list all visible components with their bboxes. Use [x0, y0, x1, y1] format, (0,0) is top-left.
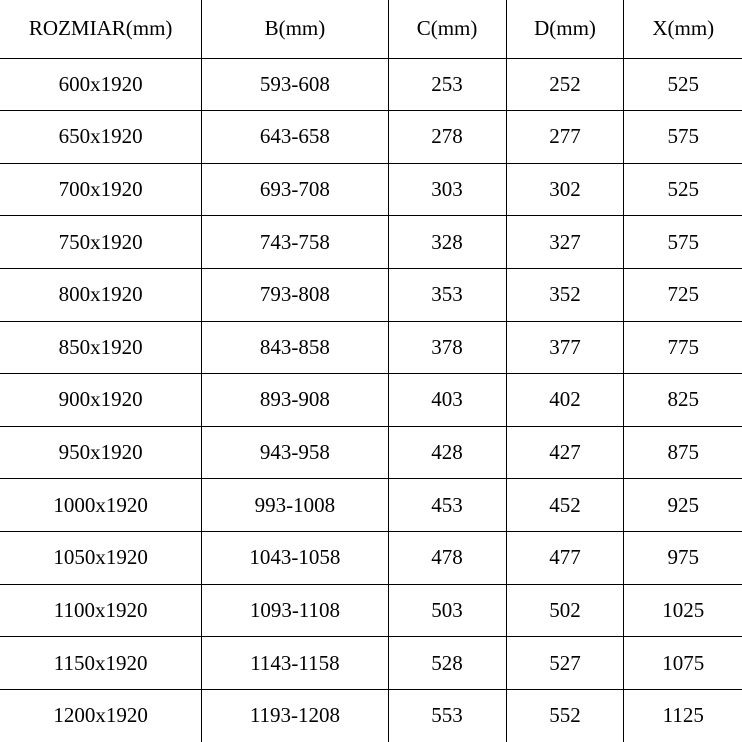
table-cell: 353 — [388, 268, 506, 321]
table-cell: 900x1920 — [0, 374, 202, 427]
table-cell: 403 — [388, 374, 506, 427]
table-cell: 377 — [506, 321, 624, 374]
table-cell: 1000x1920 — [0, 479, 202, 532]
table-row: 700x1920693-708303302525 — [0, 163, 742, 216]
table-cell: 593-608 — [202, 58, 388, 111]
table-cell: 1100x1920 — [0, 584, 202, 637]
header-rozmiar: ROZMIAR(mm) — [0, 0, 202, 58]
table-row: 800x1920793-808353352725 — [0, 268, 742, 321]
table-cell: 1193-1208 — [202, 689, 388, 742]
table-cell: 693-708 — [202, 163, 388, 216]
table-cell: 750x1920 — [0, 216, 202, 269]
table-cell: 950x1920 — [0, 426, 202, 479]
table-cell: 528 — [388, 637, 506, 690]
header-d: D(mm) — [506, 0, 624, 58]
table-cell: 575 — [624, 216, 742, 269]
table-cell: 352 — [506, 268, 624, 321]
table-row: 750x1920743-758328327575 — [0, 216, 742, 269]
table-cell: 850x1920 — [0, 321, 202, 374]
table-cell: 793-808 — [202, 268, 388, 321]
table-row: 1100x19201093-11085035021025 — [0, 584, 742, 637]
table-row: 950x1920943-958428427875 — [0, 426, 742, 479]
table-cell: 478 — [388, 531, 506, 584]
table-cell: 525 — [624, 58, 742, 111]
table-cell: 1050x1920 — [0, 531, 202, 584]
table-cell: 800x1920 — [0, 268, 202, 321]
table-row: 850x1920843-858378377775 — [0, 321, 742, 374]
table-cell: 503 — [388, 584, 506, 637]
table-row: 1050x19201043-1058478477975 — [0, 531, 742, 584]
header-x: X(mm) — [624, 0, 742, 58]
table-cell: 1200x1920 — [0, 689, 202, 742]
table-cell: 1025 — [624, 584, 742, 637]
table-cell: 527 — [506, 637, 624, 690]
table-cell: 775 — [624, 321, 742, 374]
table-cell: 328 — [388, 216, 506, 269]
table-cell: 552 — [506, 689, 624, 742]
table-row: 900x1920893-908403402825 — [0, 374, 742, 427]
table-cell: 825 — [624, 374, 742, 427]
table-cell: 643-658 — [202, 111, 388, 164]
table-cell: 302 — [506, 163, 624, 216]
table-cell: 402 — [506, 374, 624, 427]
table-row: 600x1920593-608253252525 — [0, 58, 742, 111]
table-header-row: ROZMIAR(mm) B(mm) C(mm) D(mm) X(mm) — [0, 0, 742, 58]
header-b: B(mm) — [202, 0, 388, 58]
table-cell: 453 — [388, 479, 506, 532]
table-cell: 1125 — [624, 689, 742, 742]
table-cell: 993-1008 — [202, 479, 388, 532]
table-cell: 843-858 — [202, 321, 388, 374]
table-cell: 875 — [624, 426, 742, 479]
table-cell: 378 — [388, 321, 506, 374]
table-cell: 303 — [388, 163, 506, 216]
table-cell: 553 — [388, 689, 506, 742]
table-cell: 575 — [624, 111, 742, 164]
table-cell: 700x1920 — [0, 163, 202, 216]
table-cell: 743-758 — [202, 216, 388, 269]
table-cell: 1150x1920 — [0, 637, 202, 690]
table-cell: 252 — [506, 58, 624, 111]
table-cell: 725 — [624, 268, 742, 321]
table-cell: 650x1920 — [0, 111, 202, 164]
table-body: 600x1920593-608253252525650x1920643-6582… — [0, 58, 742, 742]
table-cell: 278 — [388, 111, 506, 164]
table-row: 1200x19201193-12085535521125 — [0, 689, 742, 742]
table-cell: 428 — [388, 426, 506, 479]
table-cell: 502 — [506, 584, 624, 637]
table-cell: 925 — [624, 479, 742, 532]
table-cell: 600x1920 — [0, 58, 202, 111]
header-c: C(mm) — [388, 0, 506, 58]
table-cell: 327 — [506, 216, 624, 269]
table-cell: 1043-1058 — [202, 531, 388, 584]
table-cell: 427 — [506, 426, 624, 479]
table-cell: 477 — [506, 531, 624, 584]
table-cell: 893-908 — [202, 374, 388, 427]
table-cell: 1143-1158 — [202, 637, 388, 690]
table-row: 650x1920643-658278277575 — [0, 111, 742, 164]
table-cell: 943-958 — [202, 426, 388, 479]
table-cell: 1075 — [624, 637, 742, 690]
table-cell: 452 — [506, 479, 624, 532]
dimensions-table: ROZMIAR(mm) B(mm) C(mm) D(mm) X(mm) 600x… — [0, 0, 742, 742]
table-cell: 525 — [624, 163, 742, 216]
table-cell: 975 — [624, 531, 742, 584]
table-cell: 277 — [506, 111, 624, 164]
table-cell: 1093-1108 — [202, 584, 388, 637]
table-row: 1150x19201143-11585285271075 — [0, 637, 742, 690]
table-cell: 253 — [388, 58, 506, 111]
table-row: 1000x1920993-1008453452925 — [0, 479, 742, 532]
